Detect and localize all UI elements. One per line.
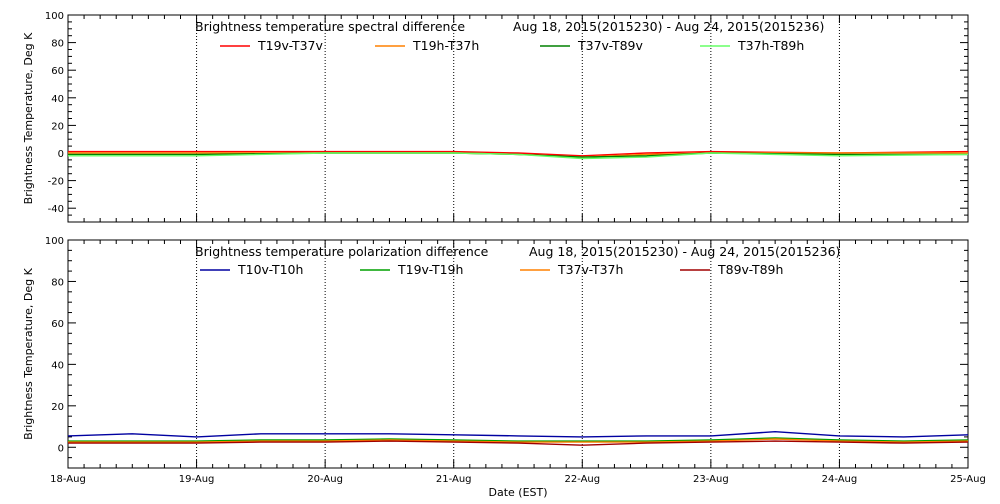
legend-label: T37v-T89v bbox=[577, 38, 644, 53]
panel-date-range: Aug 18, 2015(2015230) - Aug 24, 2015(201… bbox=[529, 244, 840, 259]
panel-date-range: Aug 18, 2015(2015230) - Aug 24, 2015(201… bbox=[513, 19, 824, 34]
series-line-T19v-T37v bbox=[68, 150, 968, 157]
y-axis-label: Brightness Temperature, Deg K bbox=[22, 267, 35, 439]
legend-label: T37v-T37h bbox=[557, 262, 623, 277]
y-tick-label: 20 bbox=[51, 402, 64, 413]
x-tick-label: 20-Aug bbox=[307, 474, 343, 485]
series-line-T37v-T37h bbox=[68, 438, 968, 443]
x-tick-label: 18-Aug bbox=[50, 474, 86, 485]
y-tick-label: 40 bbox=[51, 360, 64, 371]
y-axis-label: Brightness Temperature, Deg K bbox=[22, 32, 35, 204]
x-tick-label: 19-Aug bbox=[179, 474, 215, 485]
x-axis-label: Date (EST) bbox=[488, 486, 547, 499]
y-tick-label: 80 bbox=[51, 39, 64, 50]
y-tick-label: 100 bbox=[45, 236, 64, 247]
y-tick-label: -40 bbox=[48, 204, 64, 215]
series-line-T37h-T89h bbox=[68, 152, 968, 160]
series-line-T19v-T19h bbox=[68, 437, 968, 442]
x-tick-label: 25-Aug bbox=[950, 474, 986, 485]
y-tick-label: 0 bbox=[58, 149, 64, 160]
legend-label: T19v-T19h bbox=[397, 262, 463, 277]
legend-label: T37h-T89h bbox=[737, 38, 804, 53]
y-tick-label: 60 bbox=[51, 66, 64, 77]
y-tick-label: 40 bbox=[51, 94, 64, 105]
legend-label: T10v-T10h bbox=[237, 262, 303, 277]
panel-title: Brightness temperature polarization diff… bbox=[195, 244, 489, 259]
plot-frame bbox=[67, 14, 969, 223]
x-tick-label: 24-Aug bbox=[822, 474, 858, 485]
x-tick-label: 22-Aug bbox=[564, 474, 600, 485]
legend-label: T89v-T89h bbox=[717, 262, 783, 277]
y-tick-label: 80 bbox=[51, 277, 64, 288]
x-tick-label: 21-Aug bbox=[436, 474, 472, 485]
y-tick-label: 0 bbox=[58, 443, 64, 454]
y-tick-label: 60 bbox=[51, 319, 64, 330]
series-line-T10v-T10h bbox=[68, 430, 968, 438]
y-tick-label: 100 bbox=[45, 11, 64, 22]
panel-title: Brightness temperature spectral differen… bbox=[195, 19, 465, 34]
plot-frame bbox=[67, 239, 969, 469]
series-line-T89v-T89h bbox=[68, 440, 968, 446]
x-tick-label: 23-Aug bbox=[693, 474, 729, 485]
y-tick-label: 20 bbox=[51, 121, 64, 132]
y-tick-label: -20 bbox=[48, 177, 64, 188]
legend-label: T19h-T37h bbox=[412, 38, 479, 53]
legend-label: T19v-T37v bbox=[257, 38, 324, 53]
